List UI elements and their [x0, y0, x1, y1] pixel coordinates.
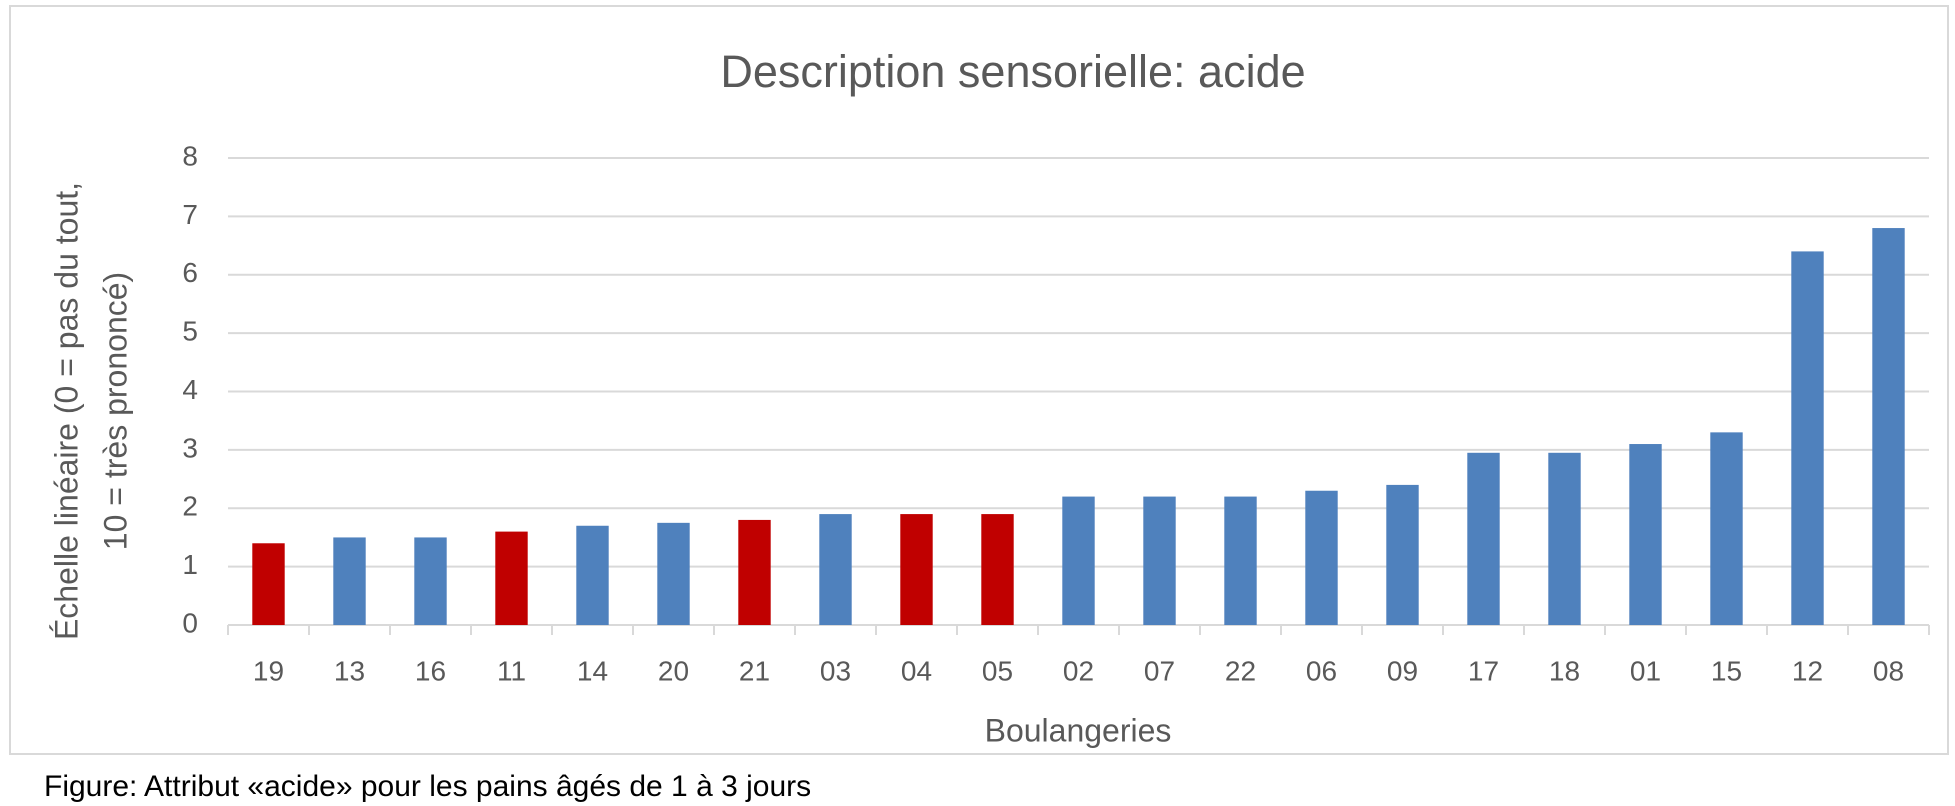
x-tick-label: 12 — [1792, 655, 1823, 686]
bar — [414, 537, 447, 625]
x-tick-label: 08 — [1873, 655, 1904, 686]
x-tick-label: 07 — [1144, 655, 1175, 686]
bar — [1305, 490, 1338, 625]
y-axis-label-line: 10 = très prononcé) — [97, 272, 133, 550]
y-tick-label: 8 — [182, 140, 198, 171]
x-tick-label: 03 — [820, 655, 851, 686]
bar — [1062, 496, 1095, 625]
x-tick-label: 20 — [658, 655, 689, 686]
x-tick-label: 11 — [497, 655, 526, 686]
x-tick-label: 21 — [739, 655, 770, 686]
x-tick-label: 17 — [1468, 655, 1499, 686]
bar — [252, 543, 285, 625]
bar — [1872, 228, 1905, 626]
x-tick-label: 04 — [901, 655, 932, 686]
bar — [1467, 452, 1500, 625]
x-tick-label: 18 — [1549, 655, 1580, 686]
x-tick-label: 13 — [334, 655, 365, 686]
bar — [1143, 496, 1176, 625]
x-tick-label: 09 — [1387, 655, 1418, 686]
caption: Figure: Attribut «acide» pour les pains … — [44, 770, 811, 803]
bar — [333, 537, 366, 625]
x-tick-label: 16 — [415, 655, 446, 686]
y-tick-label: 5 — [182, 316, 198, 347]
bar — [1386, 484, 1419, 625]
x-tick-label: 14 — [577, 655, 608, 686]
chart-title: Description sensorielle: acide — [720, 46, 1305, 97]
bar — [900, 514, 933, 625]
x-tick-label: 01 — [1630, 655, 1661, 686]
y-axis-label: Échelle linéaire (0 = pas du tout, 10 = … — [48, 182, 133, 640]
y-tick-label: 0 — [182, 607, 198, 638]
bar — [1710, 432, 1743, 625]
x-tick-label: 02 — [1063, 655, 1094, 686]
x-axis-label: Boulangeries — [985, 712, 1172, 748]
y-tick-label: 3 — [182, 432, 198, 463]
bar — [576, 525, 609, 625]
y-tick-label: 2 — [182, 491, 198, 522]
bar — [1548, 452, 1581, 625]
x-tick-label: 22 — [1225, 655, 1256, 686]
x-tick-label: 06 — [1306, 655, 1337, 686]
y-axis-label-line: Échelle linéaire (0 = pas du tout, — [48, 182, 84, 640]
y-tick-label: 6 — [182, 257, 198, 288]
bar — [657, 522, 690, 625]
bar — [981, 514, 1014, 625]
bar — [819, 514, 852, 625]
x-tick-label: 05 — [982, 655, 1013, 686]
y-tick-label: 1 — [182, 549, 198, 580]
bar — [1629, 444, 1662, 625]
y-tick-label: 4 — [182, 374, 198, 405]
x-tick-label: 19 — [253, 655, 284, 686]
bar — [1791, 251, 1824, 625]
chart-frame — [9, 5, 1949, 755]
y-tick-label: 7 — [182, 199, 198, 230]
x-tick-label: 15 — [1711, 655, 1742, 686]
bar — [738, 519, 771, 625]
bar — [495, 531, 528, 625]
bar — [1224, 496, 1257, 625]
